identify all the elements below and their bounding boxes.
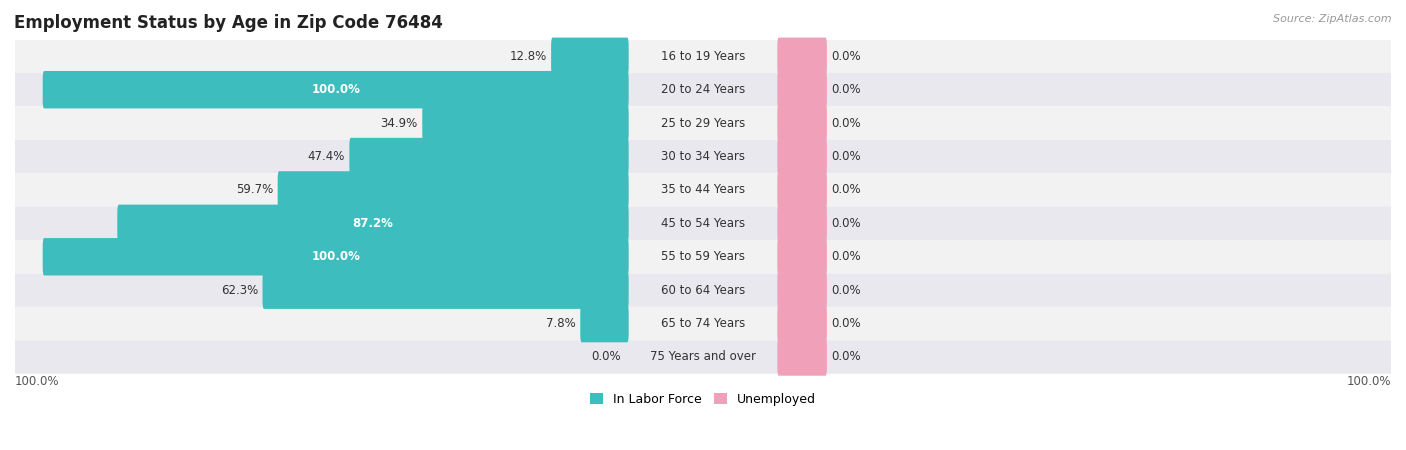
Text: 35 to 44 Years: 35 to 44 Years: [661, 184, 745, 197]
Legend: In Labor Force, Unemployed: In Labor Force, Unemployed: [585, 388, 821, 411]
FancyBboxPatch shape: [117, 205, 628, 242]
FancyBboxPatch shape: [349, 138, 628, 175]
Text: 20 to 24 Years: 20 to 24 Years: [661, 83, 745, 96]
Text: 47.4%: 47.4%: [308, 150, 344, 163]
Text: 87.2%: 87.2%: [353, 217, 394, 230]
FancyBboxPatch shape: [15, 140, 1391, 173]
Text: 30 to 34 Years: 30 to 34 Years: [661, 150, 745, 163]
FancyBboxPatch shape: [778, 238, 827, 275]
Text: Source: ZipAtlas.com: Source: ZipAtlas.com: [1274, 14, 1392, 23]
Text: 100.0%: 100.0%: [311, 83, 360, 96]
Text: 0.0%: 0.0%: [831, 150, 860, 163]
Text: 100.0%: 100.0%: [311, 250, 360, 263]
Text: 100.0%: 100.0%: [1347, 375, 1391, 388]
Text: 0.0%: 0.0%: [831, 317, 860, 330]
FancyBboxPatch shape: [263, 271, 628, 309]
FancyBboxPatch shape: [778, 104, 827, 142]
FancyBboxPatch shape: [778, 37, 827, 75]
Text: 60 to 64 Years: 60 to 64 Years: [661, 284, 745, 297]
Text: 0.0%: 0.0%: [831, 351, 860, 364]
FancyBboxPatch shape: [42, 238, 628, 275]
FancyBboxPatch shape: [15, 340, 1391, 374]
Text: 7.8%: 7.8%: [546, 317, 576, 330]
FancyBboxPatch shape: [15, 73, 1391, 106]
Text: 0.0%: 0.0%: [831, 117, 860, 130]
Text: 0.0%: 0.0%: [831, 217, 860, 230]
Text: 45 to 54 Years: 45 to 54 Years: [661, 217, 745, 230]
FancyBboxPatch shape: [42, 71, 628, 108]
Text: 75 Years and over: 75 Years and over: [650, 351, 756, 364]
Text: Employment Status by Age in Zip Code 76484: Employment Status by Age in Zip Code 764…: [14, 14, 443, 32]
FancyBboxPatch shape: [778, 205, 827, 242]
FancyBboxPatch shape: [15, 173, 1391, 207]
Text: 100.0%: 100.0%: [15, 375, 59, 388]
FancyBboxPatch shape: [778, 305, 827, 342]
Text: 0.0%: 0.0%: [831, 250, 860, 263]
FancyBboxPatch shape: [15, 106, 1391, 140]
Text: 62.3%: 62.3%: [221, 284, 259, 297]
FancyBboxPatch shape: [15, 207, 1391, 240]
Text: 65 to 74 Years: 65 to 74 Years: [661, 317, 745, 330]
Text: 25 to 29 Years: 25 to 29 Years: [661, 117, 745, 130]
FancyBboxPatch shape: [778, 71, 827, 108]
FancyBboxPatch shape: [277, 171, 628, 209]
FancyBboxPatch shape: [581, 305, 628, 342]
Text: 12.8%: 12.8%: [509, 50, 547, 63]
FancyBboxPatch shape: [15, 40, 1391, 73]
FancyBboxPatch shape: [778, 338, 827, 376]
FancyBboxPatch shape: [422, 104, 628, 142]
FancyBboxPatch shape: [15, 307, 1391, 340]
FancyBboxPatch shape: [778, 171, 827, 209]
Text: 0.0%: 0.0%: [831, 284, 860, 297]
Text: 0.0%: 0.0%: [831, 83, 860, 96]
FancyBboxPatch shape: [778, 271, 827, 309]
Text: 34.9%: 34.9%: [381, 117, 418, 130]
Text: 16 to 19 Years: 16 to 19 Years: [661, 50, 745, 63]
Text: 0.0%: 0.0%: [592, 351, 621, 364]
Text: 0.0%: 0.0%: [831, 50, 860, 63]
FancyBboxPatch shape: [778, 138, 827, 175]
FancyBboxPatch shape: [15, 274, 1391, 307]
FancyBboxPatch shape: [15, 240, 1391, 274]
Text: 0.0%: 0.0%: [831, 184, 860, 197]
Text: 59.7%: 59.7%: [236, 184, 273, 197]
FancyBboxPatch shape: [551, 37, 628, 75]
Text: 55 to 59 Years: 55 to 59 Years: [661, 250, 745, 263]
